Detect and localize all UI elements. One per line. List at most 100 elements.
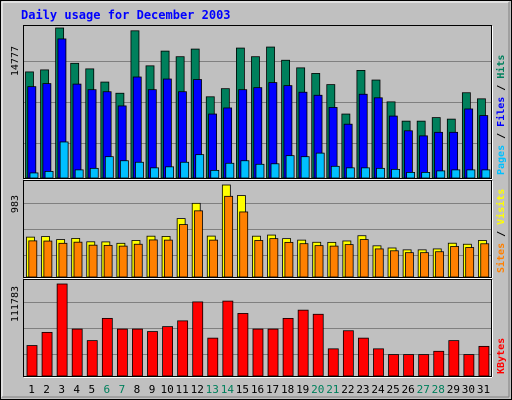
day-tick-label: 10 [160,383,173,396]
kbytes-bar [132,328,143,377]
legends: Pages / Files / Hits Sites / Visits KBytes [495,55,507,374]
pages-bar [225,162,235,179]
files-bar [358,93,368,179]
pages-bar [345,167,355,179]
kbytes-bar [237,313,249,377]
hits-files-pages-panel: 14777 [10,25,493,180]
pages-bar [135,161,144,179]
files-bar [388,115,398,179]
day-tick-label: 26 [402,383,415,396]
pages-bar [29,172,39,179]
files-bar [72,83,82,179]
day-tick-label: 12 [191,383,204,396]
sites-bar [43,240,53,278]
pages-bar [210,169,220,179]
pages-bar [451,169,461,179]
kbytes-bar [282,317,294,377]
legend-sites-visits-part: / [496,225,507,243]
kbytes-bar [373,348,384,377]
kbytes-bar [101,317,113,377]
sites-bar [299,243,309,278]
sites-bar [179,224,188,278]
kbytes-bar [463,354,475,377]
day-tick-label: 30 [462,383,475,396]
files-bar [27,86,37,179]
sites-bar [435,251,444,278]
day-tick-label: 22 [341,383,354,396]
kbytes-bar [327,348,339,377]
day-axis: 1 2 3 4 5 6 7 8 9 10 11 12 13 14 15 16 17 18 19 20 21 22 23 24 2… [28,383,490,396]
panel-2-frame [23,180,492,278]
chart-title: Daily usage for December 2003 [21,8,231,22]
day-tick-label: 29 [447,383,460,396]
legend-hits-files-pages-part: Files [495,97,507,127]
day-tick-label: 21 [326,383,339,396]
files-bar [147,89,157,179]
sites-bar [359,239,369,278]
pages-bar [195,154,205,179]
day-tick-label: 9 [149,383,156,396]
sites-bar [194,210,203,278]
day-tick-label: 20 [311,383,324,396]
pages-bar [300,156,310,179]
kbytes-bar [71,328,83,377]
pages-bar [421,172,431,179]
kbytes-bar [252,328,264,377]
files-bar [464,108,474,179]
pages-bar [376,167,385,179]
kbytes-bar [116,328,128,377]
files-bar [208,113,217,179]
files-bar [87,89,97,179]
kbytes-bar [342,330,354,377]
legend-sites-visits-part: Visits [495,189,507,225]
kbytes-bar [162,326,173,377]
sites-bar [314,245,324,278]
pages-bar [391,168,400,179]
legend-kbytes-part: KBytes [496,338,507,374]
sites-bar [480,243,490,278]
sites-bar [224,195,234,278]
pages-bar [165,166,174,179]
day-tick-label: 3 [58,383,65,396]
kbytes-bar [358,337,369,377]
pages-bar [285,155,295,179]
legend-hits-files-pages-part: / [496,127,507,145]
files-bar [42,83,52,179]
pages-bar [330,165,340,179]
day-tick-label: 24 [371,383,385,396]
sites-bar [284,241,294,278]
day-tick-label: 23 [356,383,369,396]
kbytes-bar [297,309,309,377]
legend-sites-visits: Sites / Visits [495,189,507,273]
sites-bar [450,246,460,278]
legend-hits-files-pages-part: Hits [495,55,507,79]
day-tick-label: 17 [266,383,279,396]
legend-hits-files-pages-part: Pages [496,145,507,175]
day-tick-label: 28 [432,383,445,396]
sites-bar [389,250,399,278]
pages-bar [180,161,190,179]
sites-bar [163,239,173,278]
sites-bar [254,240,264,278]
panel-3-frame [23,279,492,377]
panel-1-ymax-label: 14777 [10,46,21,76]
files-bar [479,115,489,179]
sites-visits-panel: 983 [10,180,493,279]
pages-bar [150,167,159,179]
sites-bar [28,240,38,278]
files-bar [419,135,428,179]
sites-bar [58,242,68,278]
day-tick-label: 31 [477,383,490,396]
day-tick-label: 4 [73,383,80,396]
day-tick-label: 19 [296,383,309,396]
sites-bar [88,244,98,278]
day-tick-label: 5 [88,383,95,396]
kbytes-bar [56,283,68,377]
pages-bar [466,169,476,179]
kbytes-bar [403,354,415,377]
day-tick-label: 14 [221,383,235,396]
pages-bar [270,163,280,179]
legend-hits-files-pages-part: / [496,79,507,97]
kbytes-bar [86,340,98,377]
kbytes-bar [418,354,430,377]
